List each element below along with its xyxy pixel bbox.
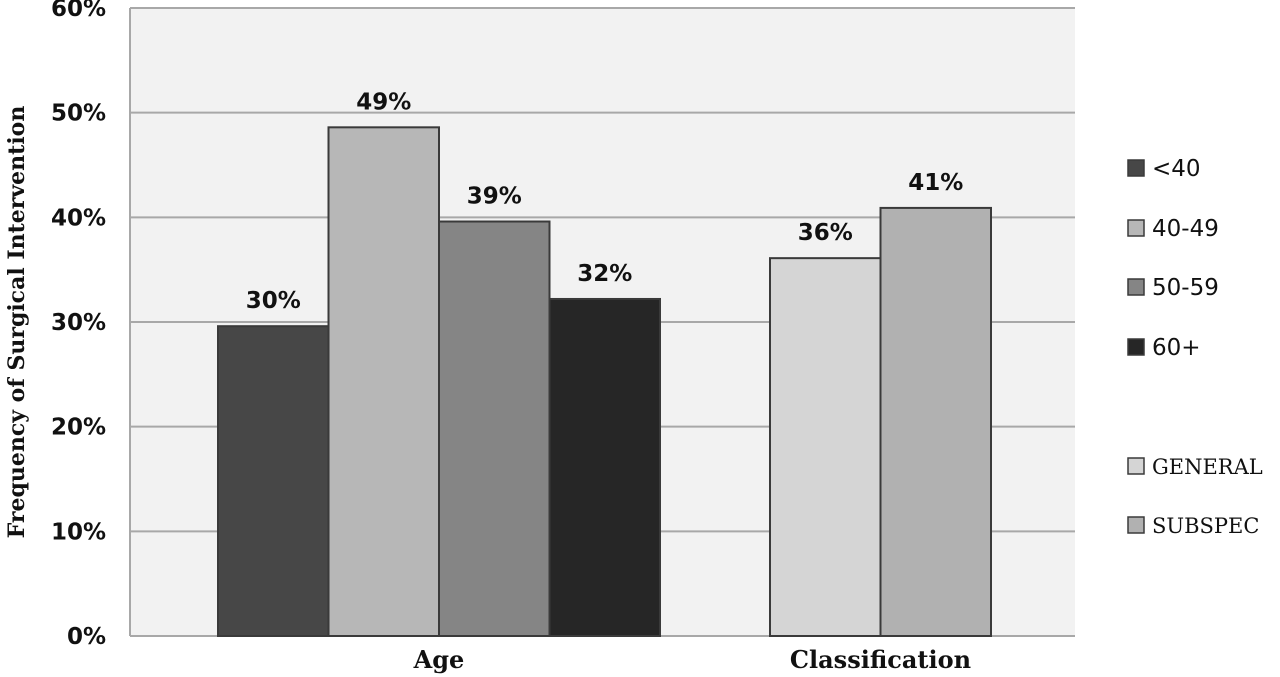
y-tick-label: 60% [51,0,106,22]
y-axis-tick-labels: 0% 10% 20% 30% 40% 50% 60% [51,0,106,650]
y-tick-label: 30% [51,310,106,336]
y-tick-label: 40% [51,205,106,231]
legend-swatch [1127,338,1145,356]
category-label-age: Age [413,645,465,674]
x-axis-category-labels: Age Classification [413,645,971,674]
data-label: 36% [798,220,853,246]
legend-label: SUBSPEC [1152,514,1259,538]
legend-label: GENERAL [1152,455,1263,479]
legend-swatch [1127,278,1145,296]
legend: <40 40-49 50-59 60+ GENERAL SUBSPEC [1127,156,1263,538]
data-labels: 30% 49% 39% 32% 36% 41% [246,89,964,314]
legend-swatch [1127,219,1145,237]
data-label: 30% [246,288,301,314]
bar-classification-general [769,257,882,637]
legend-swatch [1127,159,1145,177]
data-label: 32% [577,261,632,287]
legend-label: <40 [1152,156,1201,182]
data-label: 39% [467,184,522,210]
category-label-classification: Classification [790,645,971,674]
bar-age-40 [217,325,330,637]
bars [217,126,992,638]
legend-swatch [1127,516,1145,534]
data-label: 41% [908,170,963,196]
bar-age-60 [548,297,661,637]
y-axis-title: Frequency of Surgical Intervention [4,106,30,539]
y-tick-label: 20% [51,415,106,441]
bar-age-5059 [438,220,551,638]
bar-classification-subspec [879,206,992,637]
legend-label: 50-59 [1152,275,1219,301]
bar-age-4049 [327,126,440,637]
legend-label: 60+ [1152,335,1201,361]
y-tick-label: 10% [51,519,106,545]
legend-swatch [1127,457,1145,475]
y-tick-label: 50% [51,101,106,127]
y-tick-label: 0% [67,624,106,650]
legend-label: 40-49 [1152,216,1219,242]
data-label: 49% [356,89,411,115]
